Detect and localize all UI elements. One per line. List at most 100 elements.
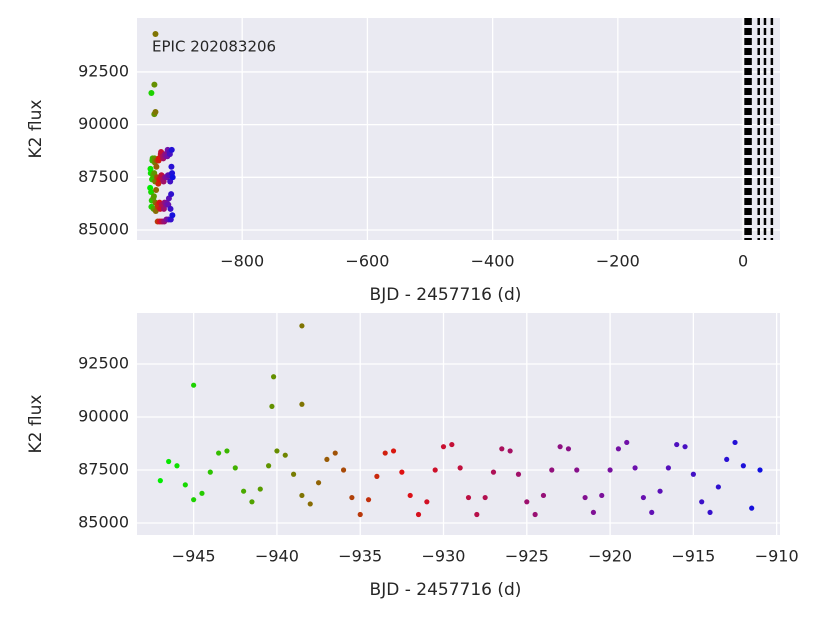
x-tick-label: −920 [588, 547, 632, 566]
data-point [274, 448, 280, 454]
data-point [665, 465, 671, 471]
data-point [382, 450, 388, 456]
data-point [152, 108, 159, 115]
data-point [150, 193, 157, 200]
x-tick-label: −600 [345, 252, 389, 271]
data-point [270, 374, 277, 380]
data-point [332, 450, 338, 456]
data-point [740, 463, 746, 469]
data-point [357, 511, 363, 518]
data-point [307, 501, 313, 507]
data-point [549, 467, 555, 473]
data-point [432, 467, 438, 473]
data-point [465, 494, 472, 501]
data-point [168, 163, 175, 170]
data-point [732, 439, 738, 446]
data-point [207, 469, 213, 475]
data-point [415, 511, 422, 518]
data-point [153, 186, 160, 193]
data-point [707, 509, 713, 516]
y-tick-label: 92500 [78, 61, 129, 80]
x-tick-label: −915 [671, 547, 715, 566]
data-point [524, 499, 530, 505]
data-point [169, 212, 176, 219]
data-point [299, 323, 305, 329]
data-point [148, 189, 155, 196]
data-point [474, 511, 480, 518]
plot-area [137, 313, 780, 535]
data-point [632, 465, 638, 471]
data-point [349, 494, 355, 501]
data-point [690, 471, 696, 477]
data-point [532, 511, 538, 518]
data-point [507, 448, 513, 454]
x-tick-label: −910 [755, 547, 799, 566]
data-point [682, 444, 688, 450]
data-point [257, 486, 263, 492]
data-point [599, 492, 605, 499]
data-point [749, 505, 755, 511]
data-point [168, 146, 175, 153]
data-point [557, 444, 563, 450]
data-point [490, 469, 497, 475]
data-point [168, 191, 175, 198]
data-point [148, 90, 155, 97]
x-tick-label: −940 [255, 547, 299, 566]
data-point [574, 467, 580, 473]
data-point [340, 467, 347, 473]
data-point [482, 494, 488, 501]
data-point [449, 441, 455, 448]
data-point [424, 499, 430, 505]
data-point [249, 499, 255, 505]
x-axis-label: BJD - 2457716 (d) [370, 580, 522, 600]
data-point [540, 492, 547, 499]
data-point [674, 441, 680, 448]
x-tick-label: −930 [422, 547, 466, 566]
data-point [407, 492, 413, 499]
data-point [757, 467, 763, 473]
data-point [374, 473, 380, 479]
data-point [440, 444, 447, 450]
data-point [224, 448, 230, 454]
data-point [232, 465, 238, 471]
data-point [715, 484, 721, 490]
data-point [299, 492, 305, 499]
data-point [191, 382, 197, 388]
y-tick-label: 85000 [78, 513, 129, 532]
data-point [157, 478, 163, 484]
data-point [724, 456, 730, 463]
data-point [199, 490, 205, 496]
annotation: EPIC 202083206 [152, 38, 276, 56]
x-tick-label: −200 [596, 252, 640, 271]
x-tick-label: −945 [172, 547, 216, 566]
y-tick-label: 87500 [78, 460, 129, 479]
y-tick-label: 87500 [78, 167, 129, 186]
data-point [174, 463, 180, 469]
data-point [265, 463, 272, 469]
data-point [299, 401, 305, 407]
data-point [582, 494, 588, 501]
x-axis-label: BJD - 2457716 (d) [370, 285, 522, 305]
data-point [565, 446, 572, 452]
data-point [166, 458, 172, 465]
data-point [182, 482, 188, 488]
data-point [615, 446, 622, 452]
data-point [324, 456, 330, 463]
data-point [657, 488, 663, 494]
data-point [269, 403, 275, 410]
x-tick-label: 0 [738, 252, 748, 271]
y-axis-label: K2 flux [26, 395, 46, 454]
y-tick-label: 90000 [78, 114, 129, 133]
data-point [151, 170, 158, 177]
data-point [216, 450, 222, 456]
data-point [290, 471, 297, 477]
data-point [399, 469, 405, 475]
data-point [365, 497, 372, 503]
y-tick-label: 85000 [78, 219, 129, 238]
data-point [624, 439, 630, 446]
x-tick-label: −935 [338, 547, 382, 566]
data-point [640, 494, 647, 501]
data-point [315, 480, 322, 486]
data-point [282, 452, 288, 458]
